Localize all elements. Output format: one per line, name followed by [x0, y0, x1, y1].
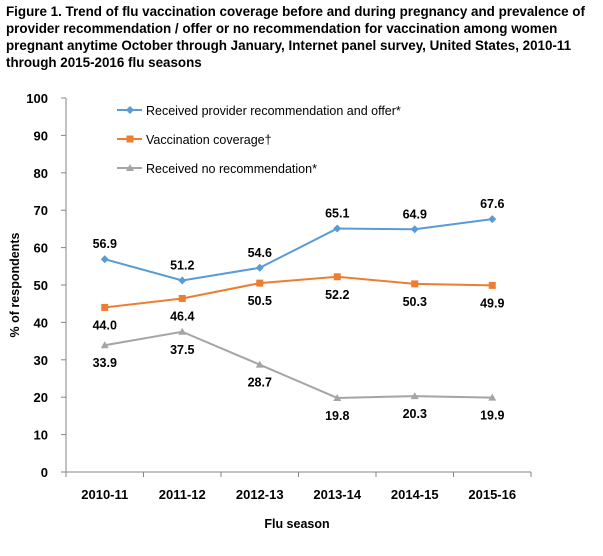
- data-point: [178, 294, 186, 302]
- legend-marker: [126, 164, 134, 171]
- series-line: [104, 330, 493, 399]
- x-tick-label: 2010-11: [81, 487, 128, 502]
- y-tick-label: 0: [41, 465, 48, 480]
- legend-label: Received provider recommendation and off…: [146, 104, 401, 118]
- x-tick-label: 2013-14: [313, 487, 361, 502]
- data-point: [255, 263, 264, 272]
- data-point: [178, 276, 187, 285]
- y-tick-label: 20: [34, 390, 48, 405]
- data-point: [255, 360, 264, 368]
- data-point: [178, 327, 187, 335]
- data-label: 50.5: [248, 294, 272, 308]
- y-tick-label: 80: [34, 166, 48, 181]
- data-label: 64.9: [403, 207, 427, 221]
- data-point: [100, 341, 109, 349]
- x-tick-label: 2012-13: [236, 487, 284, 502]
- y-tick-label: 50: [34, 278, 48, 293]
- data-point: [256, 279, 264, 287]
- data-label: 20.3: [403, 407, 427, 421]
- data-label: 50.3: [403, 295, 427, 309]
- y-tick-label: 90: [34, 128, 48, 143]
- data-point: [333, 273, 341, 281]
- y-axis-title: % of respondents: [8, 233, 22, 338]
- data-label: 49.9: [480, 296, 504, 310]
- data-point: [410, 392, 419, 400]
- data-label: 51.2: [170, 259, 194, 273]
- x-tick-label: 2011-12: [159, 487, 206, 502]
- legend-marker: [126, 135, 134, 143]
- data-label: 44.0: [93, 318, 117, 332]
- data-point: [411, 280, 419, 288]
- data-label: 65.1: [325, 207, 349, 221]
- data-point: [100, 255, 109, 264]
- data-point: [488, 215, 497, 224]
- legend-marker: [126, 106, 134, 114]
- data-point: [333, 393, 342, 401]
- x-axis-title: Flu season: [264, 517, 329, 531]
- data-point: [488, 281, 496, 289]
- y-tick-label: 100: [26, 91, 48, 106]
- x-tick-label: 2015-16: [468, 487, 516, 502]
- data-label: 52.2: [325, 288, 349, 302]
- legend-label: Received no recommendation*: [146, 162, 317, 176]
- y-tick-label: 30: [34, 353, 48, 368]
- data-label: 33.9: [93, 356, 117, 370]
- chart-title: Figure 1. Trend of flu vaccination cover…: [6, 4, 585, 70]
- data-label: 54.6: [248, 246, 272, 260]
- data-label: 56.9: [93, 237, 117, 251]
- y-tick-label: 60: [34, 241, 48, 256]
- y-tick-label: 10: [34, 428, 48, 443]
- data-point: [410, 225, 419, 234]
- data-label: 19.9: [480, 409, 504, 423]
- series-line: [104, 275, 493, 309]
- y-tick-label: 70: [34, 203, 48, 218]
- data-label: 67.6: [480, 197, 504, 211]
- data-label: 46.4: [170, 309, 194, 323]
- data-label: 19.8: [325, 409, 349, 423]
- x-tick-label: 2014-15: [391, 487, 439, 502]
- legend-label: Vaccination coverage†: [146, 133, 272, 147]
- data-point: [101, 303, 109, 311]
- data-point: [333, 224, 342, 233]
- data-point: [488, 393, 497, 401]
- data-label: 28.7: [248, 376, 272, 390]
- y-tick-label: 40: [34, 315, 48, 330]
- data-label: 37.5: [170, 343, 194, 357]
- series-line: [104, 218, 493, 282]
